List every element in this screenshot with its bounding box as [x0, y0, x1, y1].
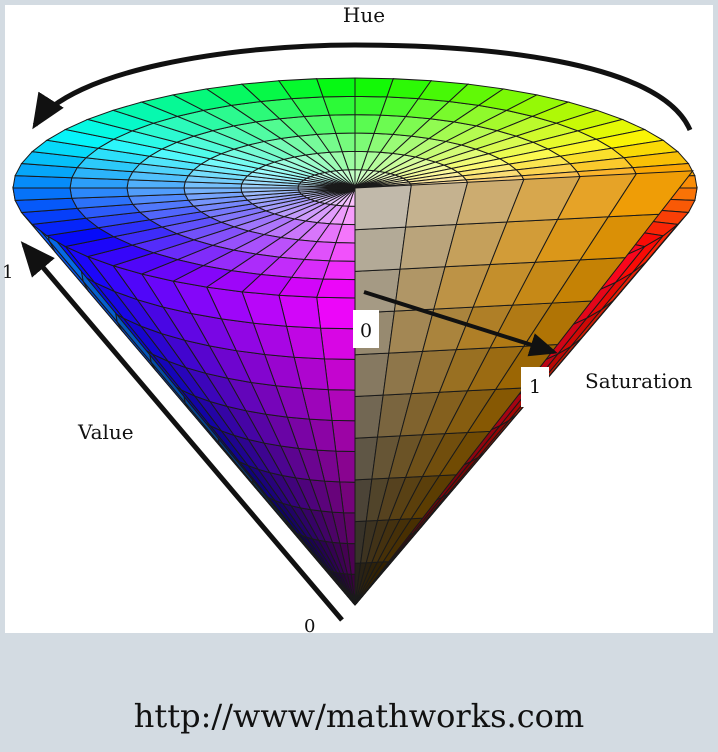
hue-arrow — [32, 42, 693, 132]
value-arrow — [20, 241, 344, 622]
cone-cut-cell-right — [354, 268, 401, 314]
saturation-max-label: 1 — [529, 376, 541, 398]
cone-top-cell — [69, 187, 130, 199]
saturation-max-box — [521, 367, 549, 407]
saturation-min-label: 0 — [360, 320, 372, 342]
hue-label: Hue — [343, 3, 385, 27]
cone-side-cell — [323, 358, 356, 391]
cone-side-cell — [319, 327, 356, 360]
cone-cut-cell-right — [607, 170, 694, 218]
value-label: Value — [77, 420, 134, 444]
hsv-cone-diagram: Hue Value 1 0 0 1 Saturation — [2, 3, 698, 637]
cone-side-cell — [316, 296, 356, 330]
value-max-label: 1 — [2, 262, 13, 283]
cone-cut-cell-right — [354, 184, 412, 231]
saturation-min-box — [353, 310, 379, 348]
cone-side-cell — [327, 389, 356, 422]
cone-top-cell — [316, 77, 356, 98]
saturation-arrow — [363, 290, 558, 357]
cone-cut-cell-right — [354, 226, 407, 272]
cone-top-cell — [12, 187, 73, 201]
saturation-label: Saturation — [585, 369, 693, 393]
value-min-label: 0 — [304, 616, 315, 637]
source-url-caption: http://www/mathworks.com — [133, 697, 585, 735]
